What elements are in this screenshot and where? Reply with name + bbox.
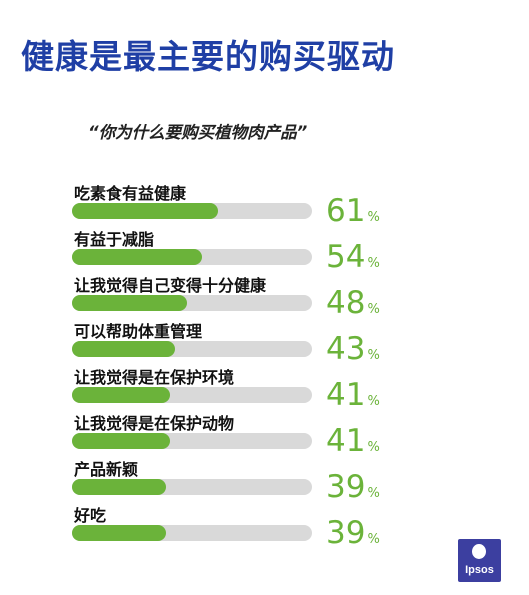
bar-value-label: 39% xyxy=(326,515,380,551)
bar-value-label: 41% xyxy=(326,423,380,459)
bar-label: 有益于减脂 xyxy=(74,230,155,249)
bar-row: 让我觉得是在保护环境 41% xyxy=(72,364,392,414)
bar-fill xyxy=(72,341,175,357)
bar-fill xyxy=(72,249,202,265)
survey-question: “你为什么要购买植物肉产品” xyxy=(88,123,308,142)
bar-track xyxy=(72,525,312,541)
bar-row: 好吃 39% xyxy=(72,502,392,552)
bar-value: 48 xyxy=(326,285,366,321)
bar-value: 61 xyxy=(326,193,366,229)
bar-row: 可以帮助体重管理 43% xyxy=(72,318,392,368)
bar-value: 41 xyxy=(326,377,366,413)
bar-row: 让我觉得是在保护动物 41% xyxy=(72,410,392,460)
bar-track xyxy=(72,295,312,311)
bar-value: 41 xyxy=(326,423,366,459)
bar-label: 可以帮助体重管理 xyxy=(74,322,203,341)
bar-fill xyxy=(72,433,170,449)
bar-unit: % xyxy=(367,486,380,501)
bar-row: 吃素食有益健康 61% xyxy=(72,180,392,230)
bar-unit: % xyxy=(367,302,380,317)
bar-unit: % xyxy=(367,532,380,547)
bar-fill xyxy=(72,295,187,311)
bar-value: 43 xyxy=(326,331,366,367)
bar-value: 54 xyxy=(326,239,366,275)
bar-value-label: 61% xyxy=(326,193,380,229)
bar-unit: % xyxy=(367,394,380,409)
bar-track xyxy=(72,433,312,449)
bar-value: 39 xyxy=(326,469,366,505)
bar-track xyxy=(72,341,312,357)
logo-text: Ipsos xyxy=(465,564,494,576)
bar-unit: % xyxy=(367,210,380,225)
bar-label: 让我觉得是在保护环境 xyxy=(74,368,235,387)
bar-unit: % xyxy=(367,348,380,363)
bar-fill xyxy=(72,479,166,495)
bar-track xyxy=(72,249,312,265)
bar-fill xyxy=(72,387,170,403)
bar-unit: % xyxy=(367,440,380,455)
bar-value: 39 xyxy=(326,515,366,551)
bar-value-label: 48% xyxy=(326,285,380,321)
bar-row: 让我觉得自己变得十分健康 48% xyxy=(72,272,392,322)
ipsos-logo: Ipsos xyxy=(458,539,501,582)
bar-unit: % xyxy=(367,256,380,271)
page-title: 健康是最主要的购买驱动 xyxy=(21,37,395,76)
bar-fill xyxy=(72,525,166,541)
bar-value-label: 43% xyxy=(326,331,380,367)
bar-track xyxy=(72,387,312,403)
bar-track xyxy=(72,203,312,219)
logo-mark-icon xyxy=(472,544,486,559)
bar-row: 产品新颖 39% xyxy=(72,456,392,506)
bar-label: 让我觉得自己变得十分健康 xyxy=(74,276,267,295)
bar-label: 产品新颖 xyxy=(74,460,139,479)
bar-label: 让我觉得是在保护动物 xyxy=(74,414,235,433)
bar-value-label: 39% xyxy=(326,469,380,505)
bar-label: 吃素食有益健康 xyxy=(74,184,187,203)
bar-row: 有益于减脂 54% xyxy=(72,226,392,276)
bar-value-label: 54% xyxy=(326,239,380,275)
bar-track xyxy=(72,479,312,495)
bar-fill xyxy=(72,203,218,219)
bar-value-label: 41% xyxy=(326,377,380,413)
bar-label: 好吃 xyxy=(74,506,107,525)
